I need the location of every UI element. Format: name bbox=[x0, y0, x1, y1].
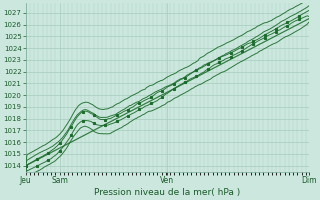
X-axis label: Pression niveau de la mer( hPa ): Pression niveau de la mer( hPa ) bbox=[94, 188, 240, 197]
